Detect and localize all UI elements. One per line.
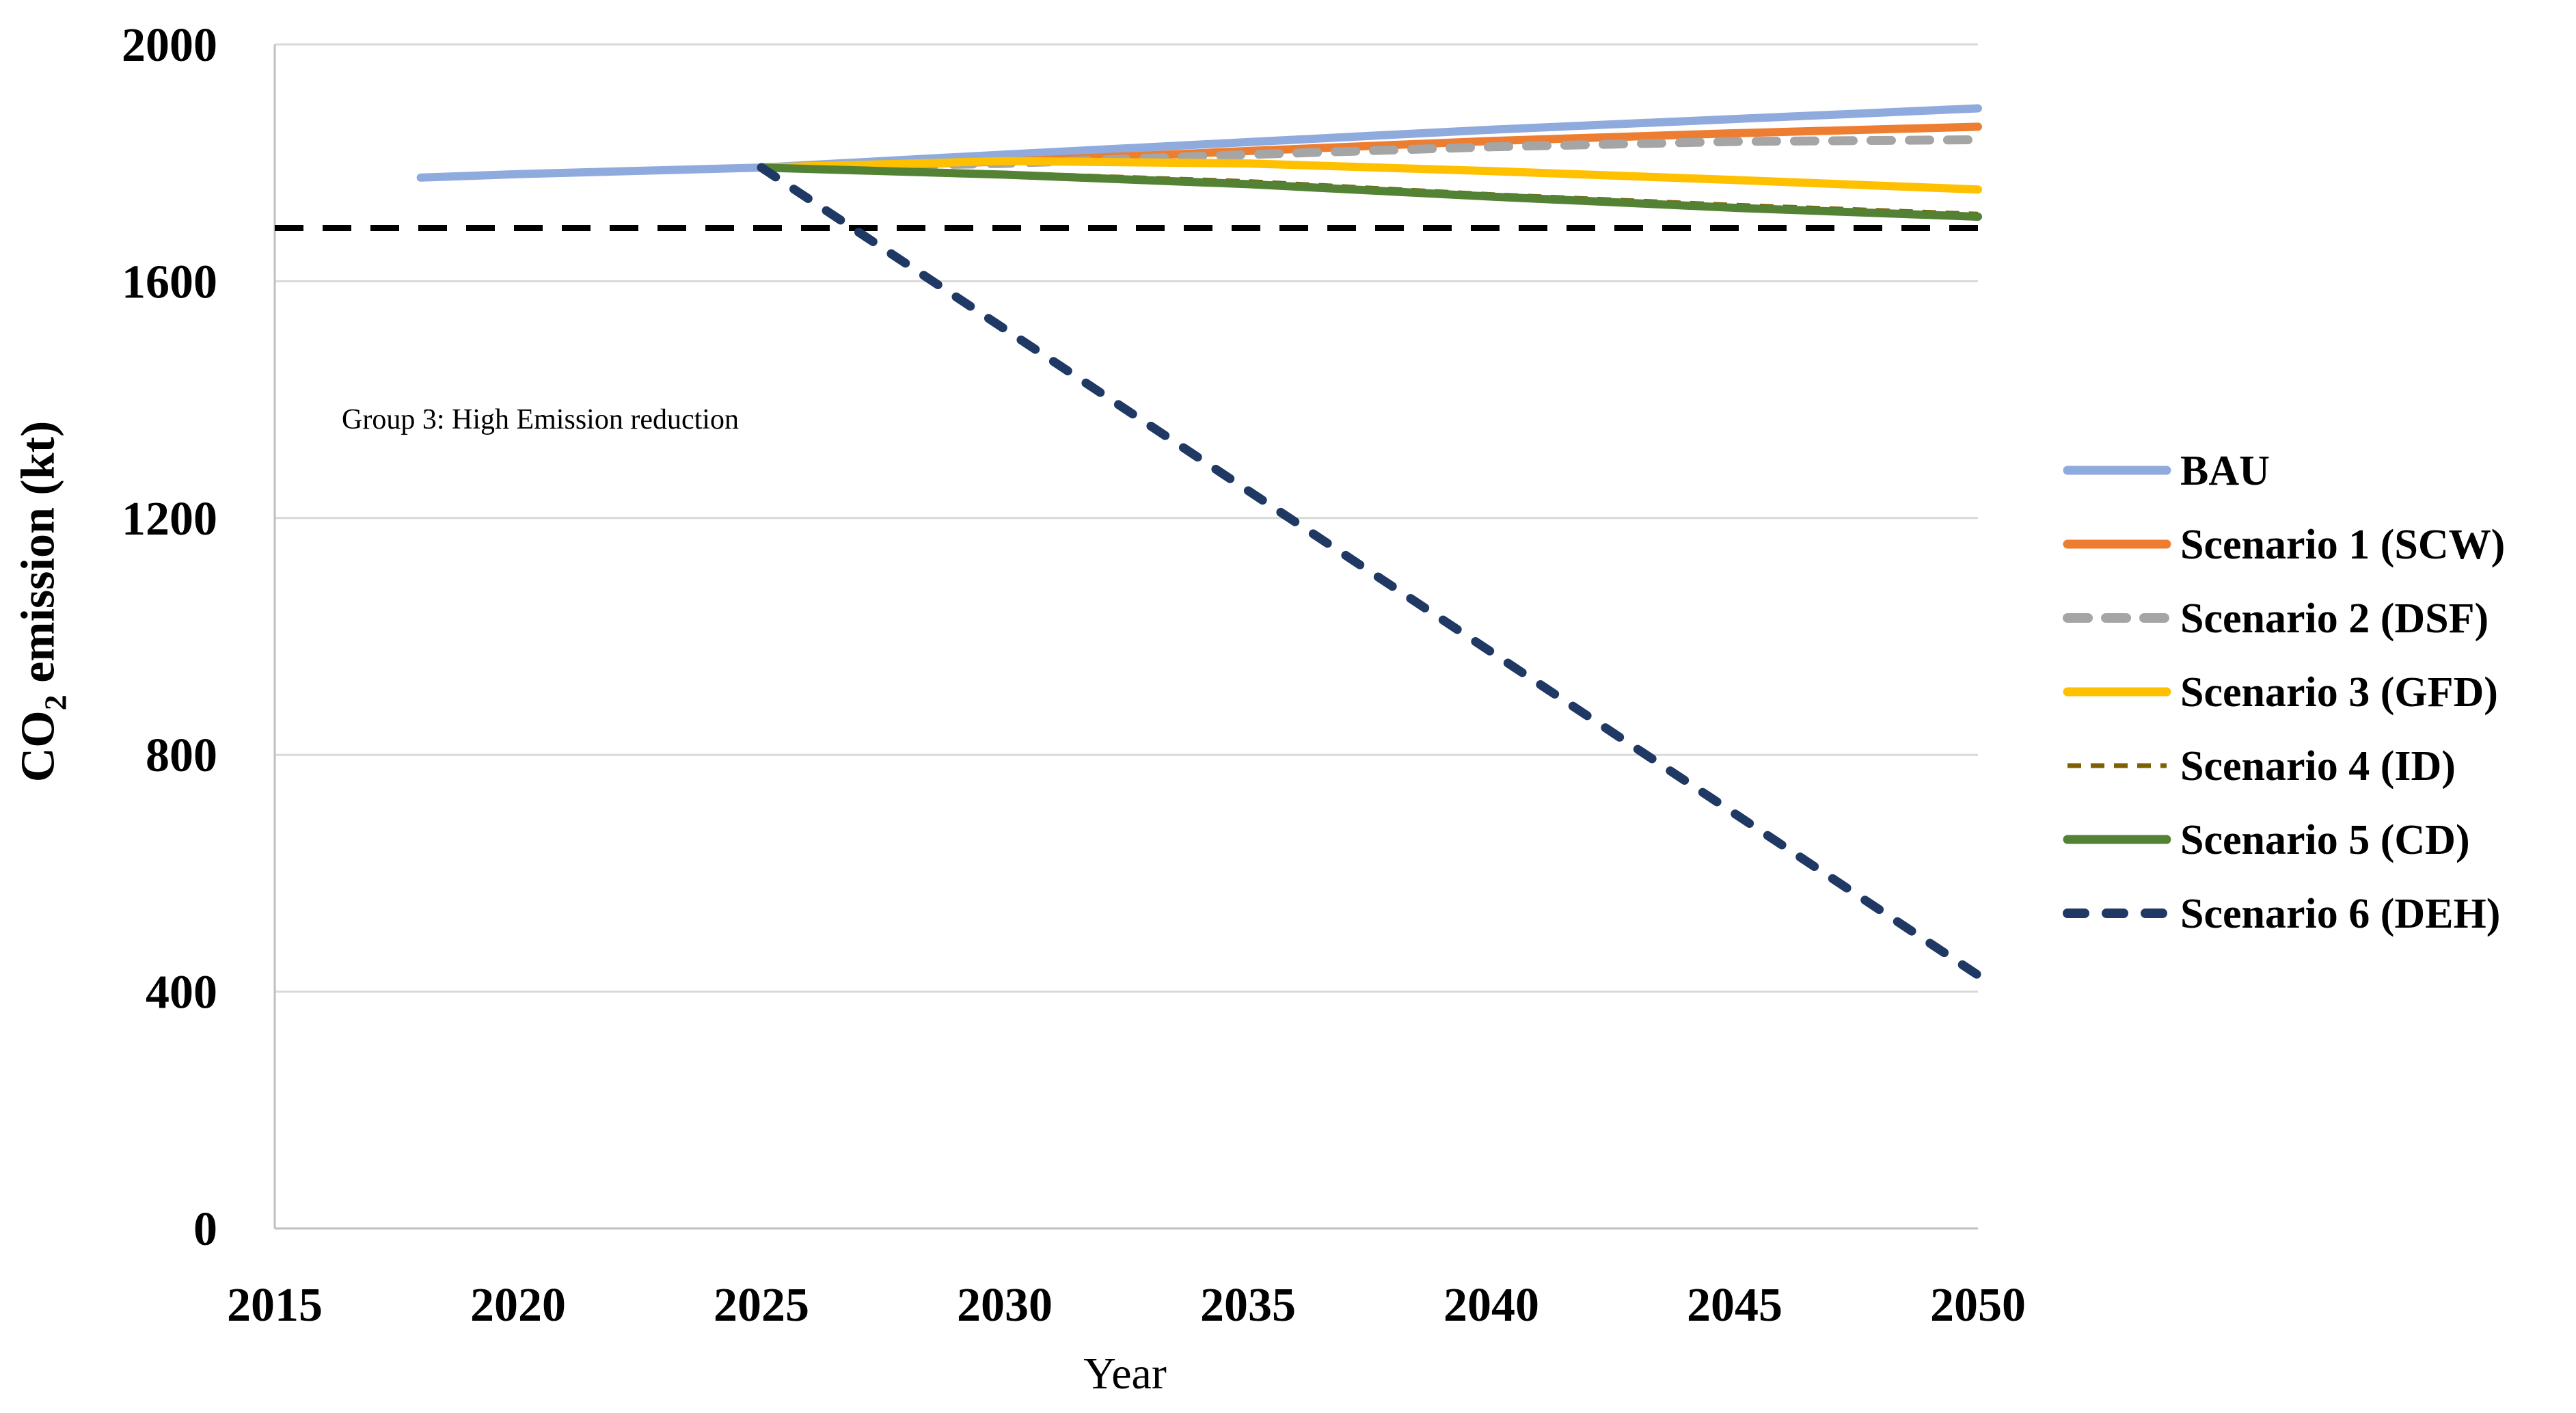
y-tick-label-1600: 1600 — [122, 256, 217, 308]
series-line-scenario-5-cd — [757, 163, 1982, 221]
legend-item-scenario-2-dsf: Scenario 2 (DSF) — [2063, 595, 2489, 642]
y-axis-title: CO2 emission (kt) — [12, 421, 74, 783]
legend-label-scenario-2-dsf: Scenario 2 (DSF) — [2180, 595, 2489, 642]
legend-label-scenario-1-scw: Scenario 1 (SCW) — [2180, 522, 2505, 568]
legend-item-scenario-6-deh: Scenario 6 (DEH) — [2063, 891, 2500, 937]
x-axis-title: Year — [1083, 1349, 1167, 1399]
y-tick-label-400: 400 — [146, 967, 217, 1019]
y-tick-label-1200: 1200 — [122, 493, 217, 546]
y-tick-label-0: 0 — [193, 1203, 217, 1256]
series-line-scenario-3-gfd — [757, 157, 1982, 194]
y-tick-labels-group: 0 400 800 1200 1600 2000 — [122, 19, 217, 1256]
series-line-bau — [416, 104, 1982, 182]
legend-label-scenario-6-deh: Scenario 6 (DEH) — [2180, 891, 2500, 937]
legend-item-bau: BAU — [2063, 448, 2270, 494]
x-tick-label-2030: 2030 — [957, 1279, 1053, 1332]
legend-item-scenario-5-cd: Scenario 5 (CD) — [2063, 817, 2470, 863]
axes-group — [273, 44, 1978, 1230]
legend-item-scenario-3-gfd: Scenario 3 (GFD) — [2063, 669, 2498, 716]
y-axis-title-rest: emission (kt) — [12, 420, 65, 695]
series-line-scenario-6-deh — [757, 163, 1983, 980]
y-axis-title-prefix: CO — [12, 710, 65, 783]
series-lines-group — [416, 104, 1983, 980]
chart-annotation: Group 3: High Emission reduction — [342, 404, 739, 435]
legend-group: BAU Scenario 1 (SCW) Scenario 2 (DSF) Scena… — [2063, 448, 2505, 937]
y-axis-title-subscript: 2 — [38, 695, 73, 711]
x-tick-label-2020: 2020 — [470, 1279, 566, 1332]
x-tick-label-2050: 2050 — [1930, 1279, 2026, 1332]
y-tick-label-2000: 2000 — [122, 19, 217, 72]
legend-label-bau: BAU — [2180, 448, 2270, 494]
gridlines-group — [275, 43, 1978, 993]
x-tick-label-2015: 2015 — [227, 1279, 323, 1332]
x-tick-label-2035: 2035 — [1200, 1279, 1296, 1332]
x-tick-labels-group: 2015 2020 2025 2030 2035 2040 2045 2050 — [227, 1279, 2026, 1332]
legend-label-scenario-5-cd: Scenario 5 (CD) — [2180, 817, 2470, 863]
y-tick-label-800: 800 — [146, 729, 217, 782]
legend-item-scenario-4-id: Scenario 4 (ID) — [2067, 743, 2456, 790]
legend-label-scenario-3-gfd: Scenario 3 (GFD) — [2180, 669, 2498, 716]
x-tick-label-2025: 2025 — [714, 1279, 809, 1332]
x-tick-label-2045: 2045 — [1687, 1279, 1782, 1332]
legend-label-scenario-4-id: Scenario 4 (ID) — [2180, 743, 2456, 790]
x-tick-label-2040: 2040 — [1443, 1279, 1539, 1332]
legend-item-scenario-1-scw: Scenario 1 (SCW) — [2063, 522, 2505, 568]
